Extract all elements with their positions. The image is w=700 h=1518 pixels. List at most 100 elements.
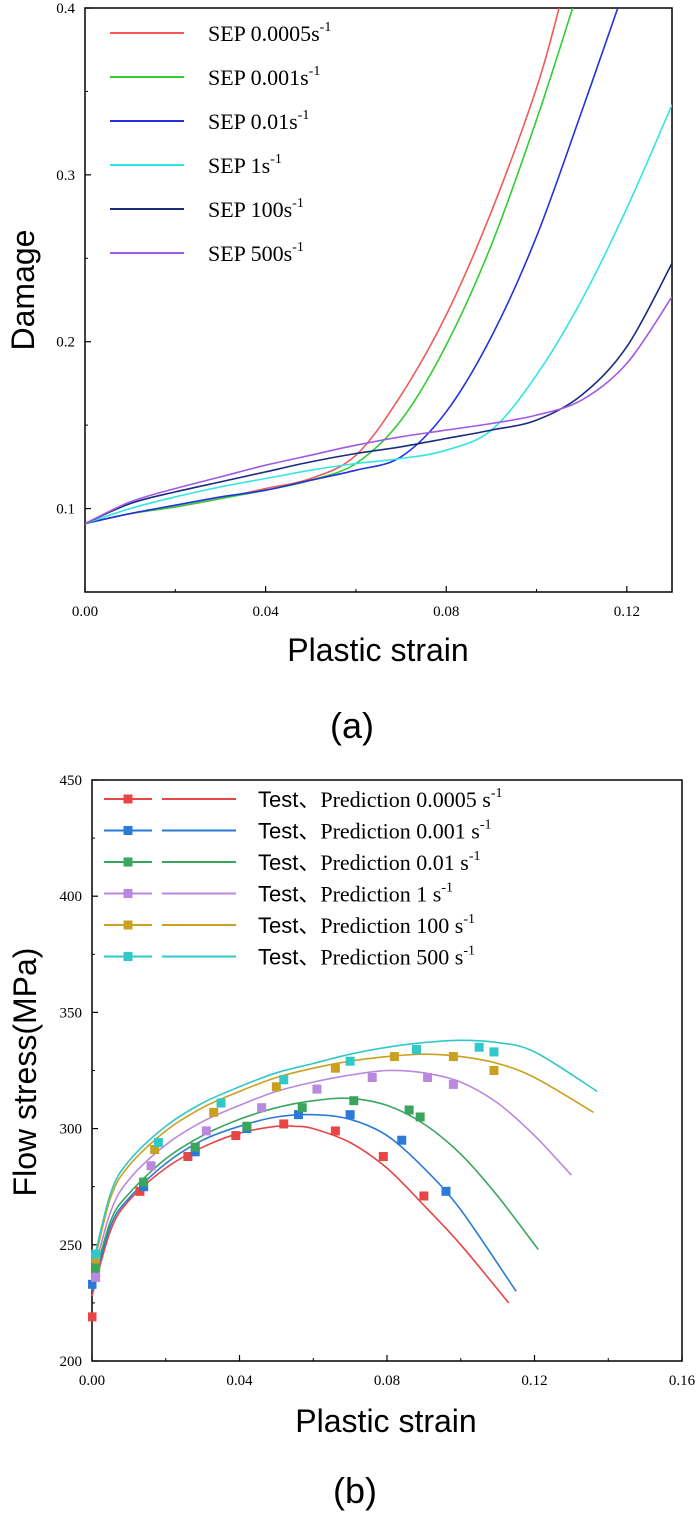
- b-legend-test-marker: [123, 889, 133, 898]
- a-y-tick-label: 0.4: [56, 1, 75, 17]
- b-test-point: [489, 1066, 499, 1075]
- panel-a-caption: (a): [330, 705, 374, 746]
- b-test-point: [412, 1045, 421, 1055]
- b-prediction-line: [91, 1039, 598, 1269]
- a-y-tick-label: 0.3: [56, 168, 75, 184]
- b-test-point: [448, 1079, 458, 1089]
- b-test-point: [146, 1161, 156, 1171]
- b-prediction-line: [91, 1097, 539, 1287]
- a-legend-name: SEP 100s: [208, 197, 292, 222]
- b-x-tick-label: 0.04: [226, 1373, 253, 1389]
- panel-a-lines: [85, 8, 672, 525]
- a-legend-label: SEP 100s-1: [208, 196, 304, 222]
- a-legend-exponent: -1: [320, 20, 332, 35]
- panel-b-caption: (b): [333, 1470, 377, 1511]
- b-test-point: [271, 1082, 281, 1092]
- b-test-point: [297, 1103, 307, 1113]
- b-test-point: [389, 1052, 399, 1062]
- b-legend-test-text: Test、: [258, 913, 320, 938]
- panel-b-legend: Test、Prediction 0.0005 s-1Test、Predictio…: [104, 786, 503, 970]
- b-legend-label: Test、Prediction 0.01 s-1: [258, 849, 481, 875]
- b-test-point: [216, 1098, 226, 1108]
- b-legend-test-marker: [123, 952, 133, 961]
- a-series-line: [85, 8, 574, 525]
- b-legend-exponent: -1: [469, 849, 481, 864]
- b-test-point: [150, 1145, 160, 1155]
- b-test-point: [91, 1254, 101, 1264]
- a-legend-label: SEP 0.001s-1: [208, 64, 320, 90]
- a-legend-exponent: -1: [292, 240, 304, 255]
- a-x-tick-label: 0.04: [252, 604, 279, 620]
- a-series-line: [85, 296, 672, 525]
- a-x-tick-label: 0.08: [433, 604, 459, 620]
- b-x-tick-label: 0.00: [79, 1373, 105, 1389]
- b-test-point: [183, 1151, 193, 1161]
- b-test-point: [190, 1147, 200, 1157]
- b-test-point: [294, 1110, 303, 1120]
- panel-a-x-axis-title: Plastic strain: [287, 632, 468, 668]
- panel-a-ticks: 0.00 0.04 0.08 0.12 0.1 0.2 0.3 0.4: [56, 1, 640, 620]
- b-test-point: [279, 1075, 289, 1085]
- b-test-point: [367, 1072, 377, 1082]
- b-x-tick-label: 0.08: [374, 1373, 400, 1389]
- b-legend-label: Test、Prediction 500 s-1: [258, 944, 475, 970]
- panel-b-lines: [88, 1039, 598, 1322]
- a-legend-name: SEP 0.01s: [208, 109, 298, 134]
- b-test-point: [345, 1110, 355, 1120]
- b-x-tick-label: 0.16: [669, 1373, 696, 1389]
- b-test-point: [397, 1135, 407, 1145]
- a-series-line: [85, 8, 560, 525]
- b-test-point: [448, 1052, 458, 1062]
- b-legend-name: Prediction 0.0005 s: [320, 787, 491, 812]
- b-test-point: [378, 1151, 388, 1161]
- a-x-tick-label: 0.12: [614, 604, 640, 620]
- a-series-line: [85, 104, 672, 525]
- a-legend-label: SEP 0.0005s-1: [208, 20, 331, 46]
- b-test-point: [345, 1056, 355, 1066]
- b-test-point: [279, 1119, 289, 1129]
- b-legend-name: Prediction 100 s: [320, 913, 463, 938]
- b-test-point: [423, 1072, 433, 1082]
- b-y-tick-label: 350: [60, 1005, 83, 1021]
- a-y-tick-label: 0.1: [56, 502, 75, 518]
- a-legend-exponent: -1: [309, 64, 321, 79]
- b-test-point: [231, 1131, 241, 1141]
- b-legend-test-text: Test、: [258, 882, 320, 907]
- b-test-point: [135, 1186, 145, 1196]
- panel-a-plot-frame: [84, 7, 673, 593]
- a-legend-name: SEP 0.0005s: [208, 21, 320, 46]
- b-y-tick-label: 200: [60, 1354, 83, 1370]
- b-legend-test-text: Test、: [258, 787, 320, 812]
- b-legend-label: Test、Prediction 0.001 s-1: [258, 818, 492, 844]
- b-legend-test-marker: [123, 794, 133, 804]
- a-series-line: [85, 8, 619, 525]
- b-legend-exponent: -1: [463, 944, 475, 959]
- b-test-point: [312, 1084, 322, 1094]
- b-test-point: [139, 1182, 149, 1192]
- b-legend-test-text: Test、: [258, 850, 320, 875]
- a-legend-label: SEP 1s-1: [208, 152, 282, 178]
- b-legend-name: Prediction 500 s: [320, 945, 463, 970]
- a-legend-exponent: -1: [298, 108, 310, 123]
- b-test-point: [88, 1279, 97, 1289]
- b-test-point: [489, 1047, 499, 1057]
- a-legend-name: SEP 1s: [208, 153, 270, 178]
- b-x-tick-label: 0.12: [521, 1373, 547, 1389]
- b-test-point: [91, 1249, 101, 1259]
- panel-a-y-axis-title: Damage: [5, 230, 41, 351]
- a-legend-exponent: -1: [270, 152, 282, 167]
- b-test-point: [404, 1105, 414, 1115]
- b-test-point: [330, 1126, 340, 1136]
- b-legend-exponent: -1: [441, 881, 453, 896]
- b-y-tick-label: 450: [60, 773, 83, 789]
- panel-b-ticks: 0.00 0.04 0.08 0.12 0.16 200 250 300 350 400 450: [60, 773, 696, 1389]
- b-legend-name: Prediction 0.01 s: [320, 850, 469, 875]
- panel-b-x-axis-title: Plastic strain: [295, 1403, 476, 1439]
- b-y-tick-label: 250: [60, 1238, 83, 1254]
- b-legend-exponent: -1: [491, 786, 503, 801]
- panel-b-y-axis-title: Flow stress(MPa): [7, 948, 43, 1197]
- b-legend-test-marker: [123, 826, 133, 835]
- b-test-point: [419, 1191, 429, 1201]
